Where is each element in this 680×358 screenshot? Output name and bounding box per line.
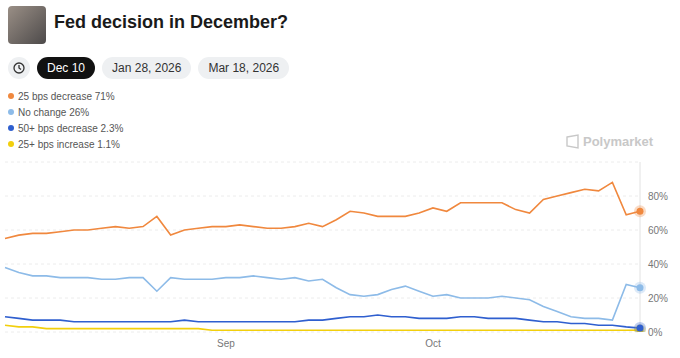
html-text:25 bps decrease 71%: 25 bps decrease 71% — [18, 90, 115, 102]
svg-text:40%: 40% — [648, 259, 668, 270]
html-text:Polymarket: Polymarket — [583, 134, 654, 149]
svg-text:Oct: Oct — [425, 338, 441, 349]
svg-text:20%: 20% — [648, 293, 668, 304]
svg-text:60%: 60% — [648, 225, 668, 236]
svg-text:80%: 80% — [648, 191, 668, 202]
html-text:Jan 28, 2026: Jan 28, 2026 — [112, 61, 182, 75]
html-text:Fed decision in December?: Fed decision in December? — [54, 12, 289, 32]
html-text:25+ bps increase 1.1%: 25+ bps increase 1.1% — [18, 138, 120, 150]
html-text:No change 26%: No change 26% — [18, 106, 90, 118]
svg-text:0%: 0% — [648, 327, 663, 338]
svg-text:Sep: Sep — [217, 338, 235, 349]
html-text:Mar 18, 2026: Mar 18, 2026 — [208, 61, 280, 75]
html-text:50+ bps decrease 2.3%: 50+ bps decrease 2.3% — [18, 122, 124, 134]
html-text:Dec 10: Dec 10 — [47, 61, 85, 75]
